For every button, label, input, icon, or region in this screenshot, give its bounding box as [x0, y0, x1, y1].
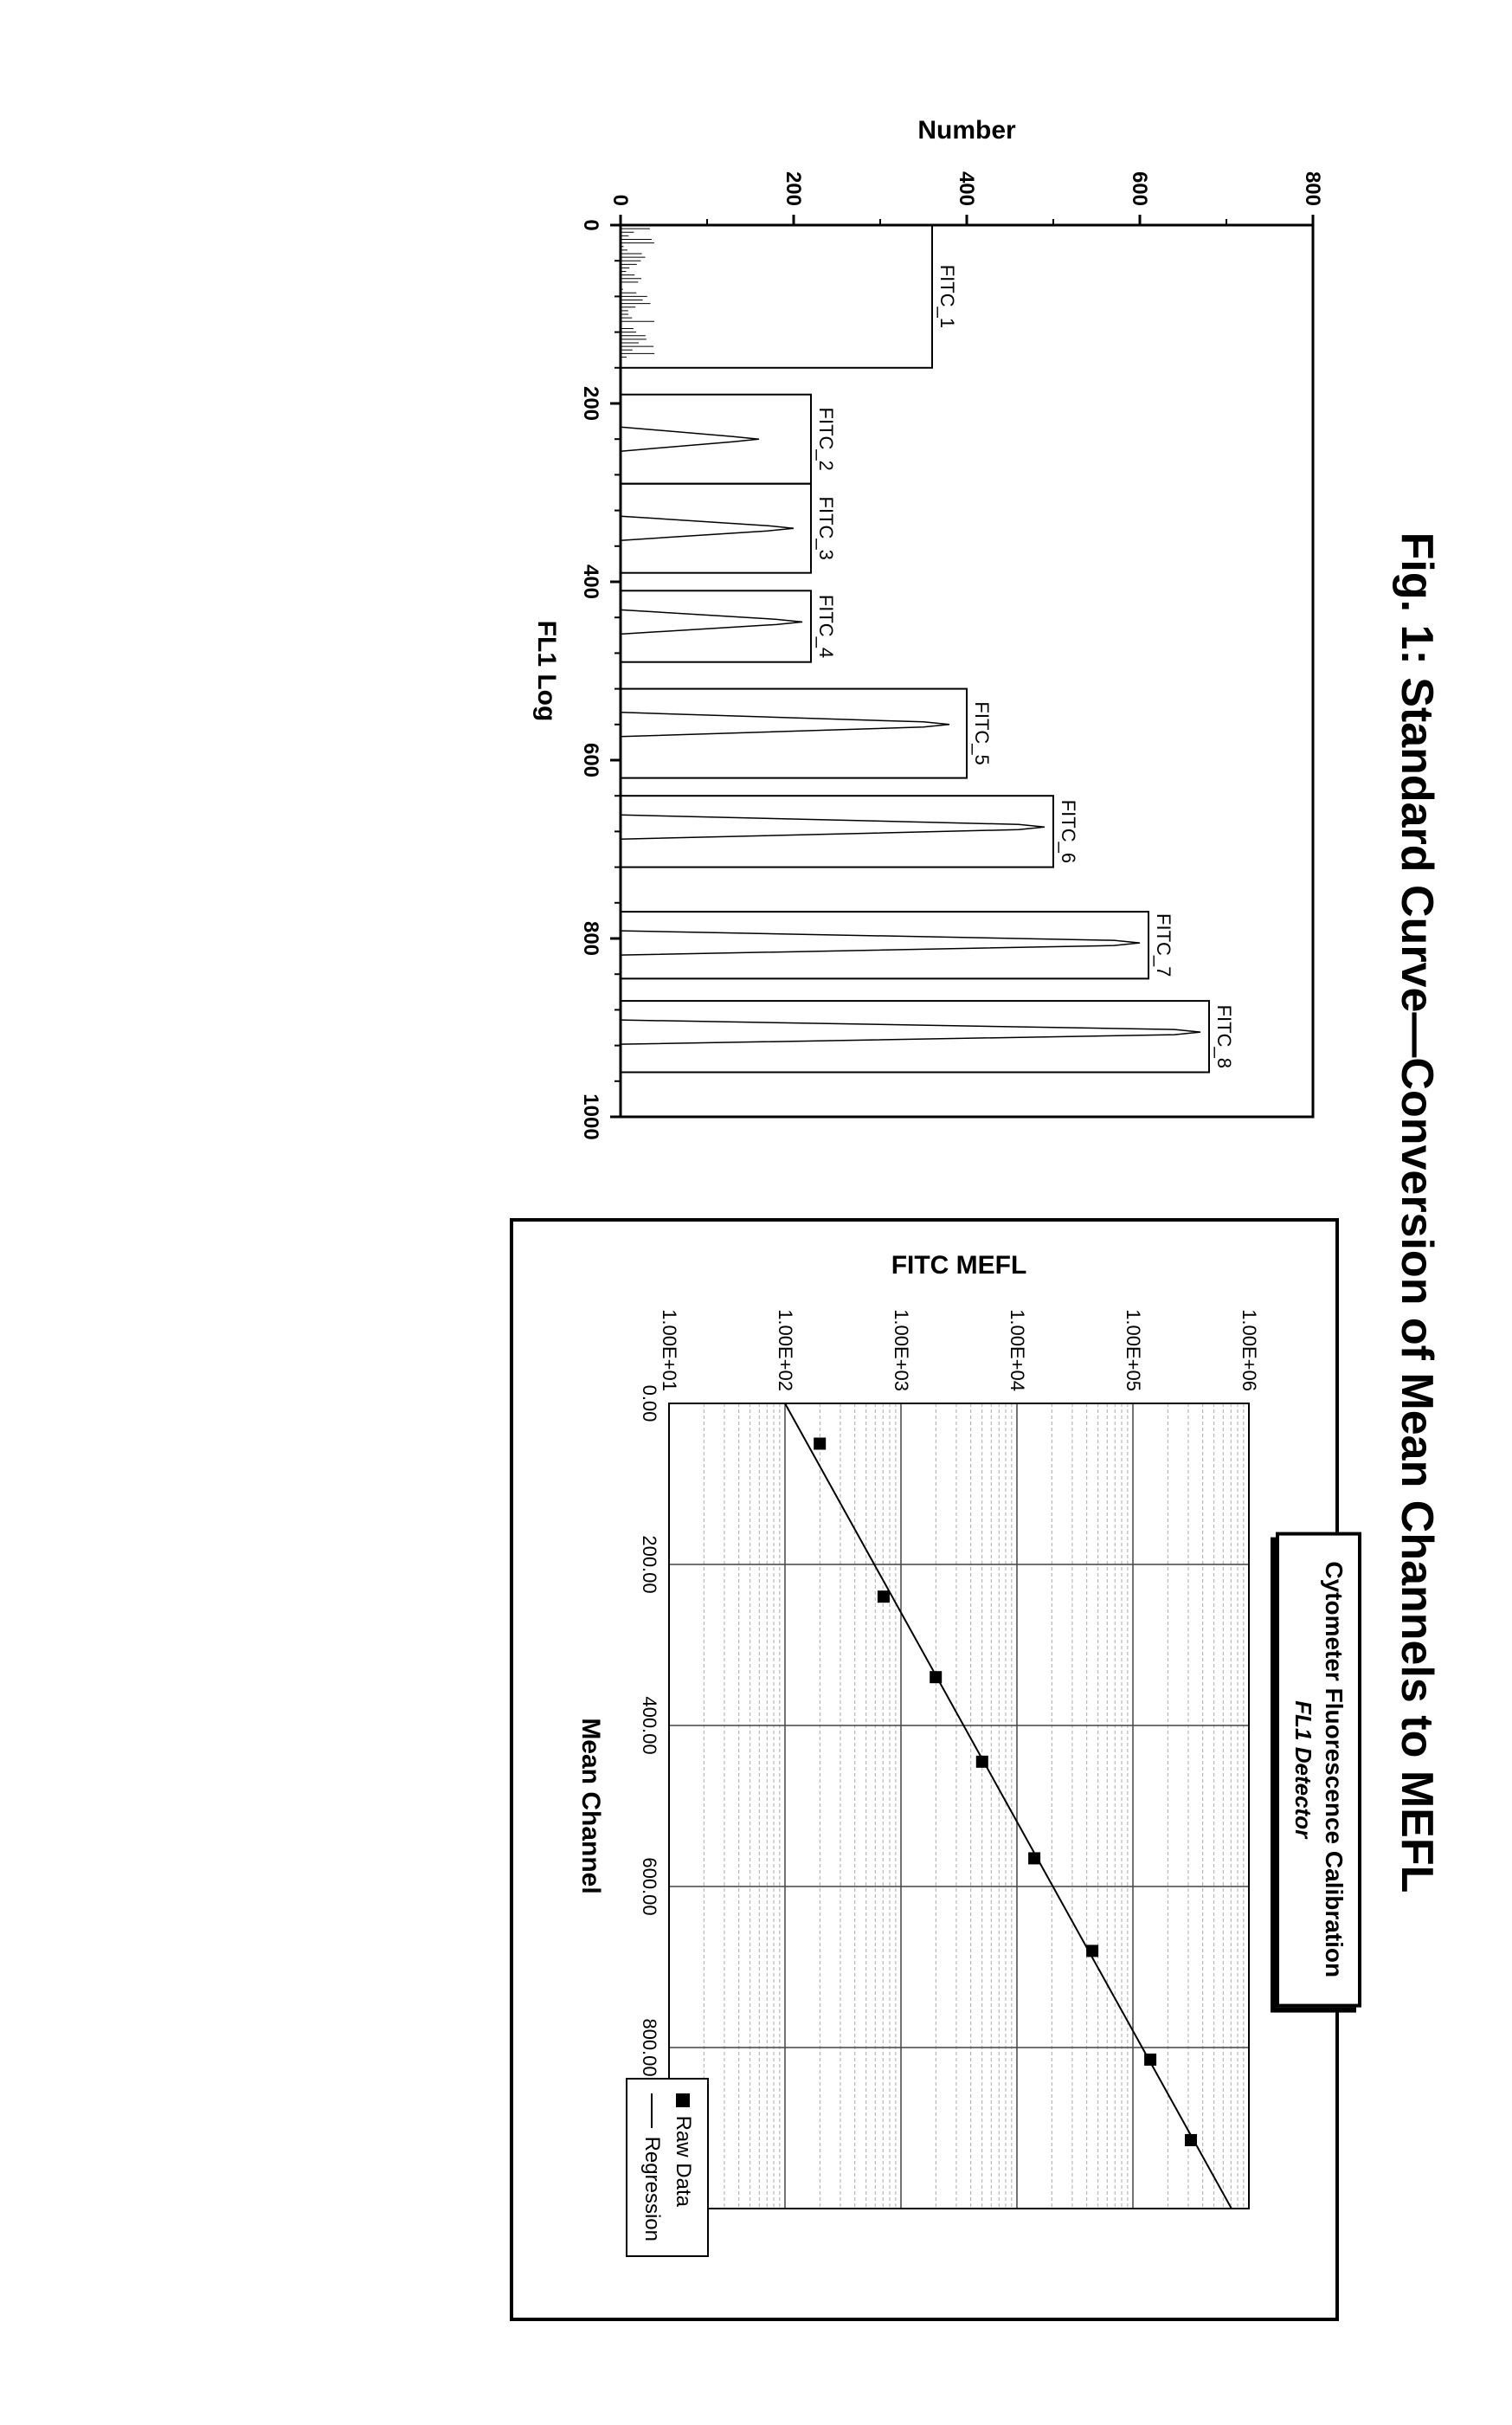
svg-text:1.00E+04: 1.00E+04	[1007, 1309, 1028, 1391]
svg-text:400: 400	[955, 171, 978, 206]
svg-text:FITC_8: FITC_8	[1213, 1005, 1235, 1068]
svg-text:800.00: 800.00	[639, 2018, 660, 2076]
svg-text:0.00: 0.00	[639, 1384, 660, 1422]
svg-text:FITC_5: FITC_5	[971, 701, 993, 764]
svg-text:200: 200	[579, 386, 602, 421]
svg-text:1.00E+06: 1.00E+06	[1239, 1309, 1260, 1391]
legend-raw-data: Raw Data	[667, 2093, 698, 2241]
line-icon	[651, 2093, 653, 2128]
svg-text:200.00: 200.00	[639, 1535, 660, 1593]
legend-label: Regression	[640, 2137, 664, 2241]
svg-text:800: 800	[1301, 171, 1324, 206]
figure-title: Fig. 1: Standard Curve—Conversion of Mea…	[1391, 104, 1443, 2321]
svg-text:FITC_2: FITC_2	[815, 408, 837, 471]
svg-text:FITC_3: FITC_3	[815, 497, 837, 560]
svg-text:800: 800	[579, 921, 602, 956]
svg-text:FITC MEFL: FITC MEFL	[891, 1251, 1027, 1280]
svg-text:200: 200	[782, 171, 805, 206]
svg-text:1.00E+03: 1.00E+03	[891, 1309, 912, 1391]
svg-text:1000: 1000	[579, 1093, 602, 1139]
svg-text:FL1 Log: FL1 Log	[532, 621, 561, 722]
legend-label: Raw Data	[671, 2116, 695, 2207]
svg-text:FITC_6: FITC_6	[1058, 800, 1079, 863]
svg-text:0: 0	[608, 195, 632, 206]
svg-text:Number: Number	[917, 116, 1016, 145]
right-calibration-panel: Cytometer Fluorescence Calibration FL1 D…	[510, 1218, 1339, 2322]
panels-row: 0 200 400 600 800 0 200 400 600 800 1000 Number FL1 …	[510, 104, 1339, 2321]
legend-box: Raw Data Regression	[626, 2078, 709, 2257]
svg-text:400.00: 400.00	[639, 1696, 660, 1754]
svg-text:0: 0	[579, 219, 602, 230]
left-histogram-panel: 0 200 400 600 800 0 200 400 600 800 1000 Number FL1 …	[517, 104, 1339, 1149]
legend-regression: Regression	[636, 2093, 667, 2241]
svg-text:1.00E+01: 1.00E+01	[659, 1309, 680, 1391]
calibration-title: Cytometer Fluorescence Calibration	[1320, 1561, 1348, 1977]
calibration-subtitle: FL1 Detector	[1290, 1561, 1316, 1977]
svg-text:1.00E+02: 1.00E+02	[775, 1309, 796, 1391]
svg-text:600: 600	[579, 743, 602, 777]
svg-text:FITC_4: FITC_4	[815, 595, 837, 658]
svg-text:1.00E+05: 1.00E+05	[1123, 1309, 1144, 1391]
svg-text:600: 600	[1128, 171, 1151, 206]
svg-text:FITC_7: FITC_7	[1153, 913, 1174, 977]
calibration-title-box: Cytometer Fluorescence Calibration FL1 D…	[1276, 1532, 1361, 2007]
histogram-chart: 0 200 400 600 800 0 200 400 600 800 1000 Number FL1 …	[517, 104, 1339, 1143]
svg-text:400: 400	[579, 564, 602, 599]
svg-text:Mean Channel: Mean Channel	[576, 1718, 605, 1893]
square-icon	[676, 2093, 690, 2107]
svg-text:600.00: 600.00	[639, 1857, 660, 1915]
svg-text:FITC_1: FITC_1	[936, 265, 958, 328]
